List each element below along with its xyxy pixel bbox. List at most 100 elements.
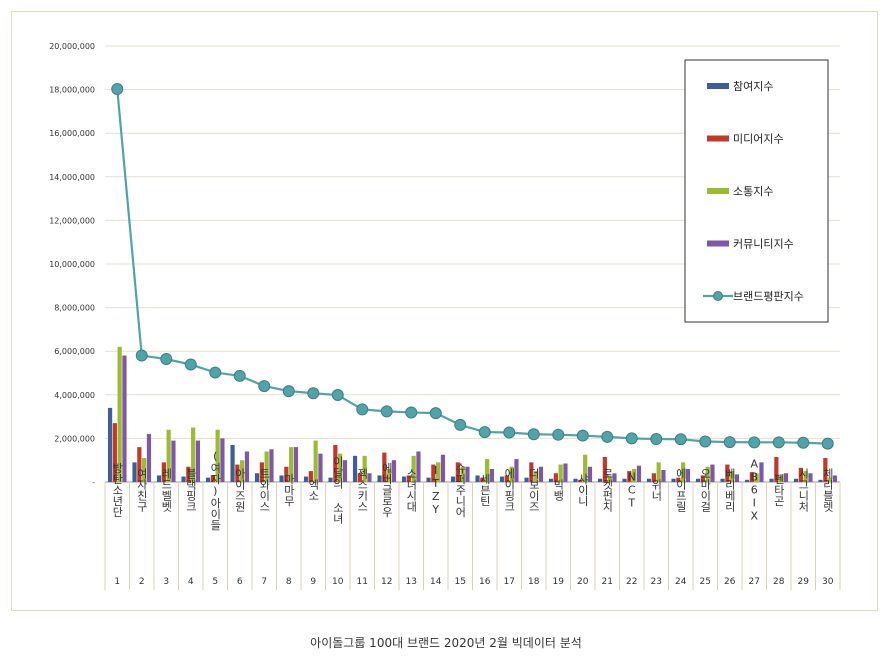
bar <box>318 453 323 482</box>
bar <box>254 473 260 482</box>
x-category-label: 소녀시대 <box>405 468 418 512</box>
x-rank-label: 18 <box>528 577 540 587</box>
x-rank-label: 24 <box>675 577 687 587</box>
x-rank-label: 29 <box>798 577 810 587</box>
line-point <box>160 353 173 366</box>
bar <box>710 464 715 482</box>
line-point <box>772 436 785 449</box>
x-category-label: 체리블렛 <box>821 468 834 512</box>
bar <box>597 478 603 482</box>
x-category-label: (여자)아이들 <box>209 450 222 531</box>
line-point <box>331 389 344 402</box>
x-category-label: 에이프릴 <box>674 468 687 512</box>
bar <box>627 471 632 482</box>
bar <box>534 471 539 482</box>
line-point <box>282 385 295 398</box>
bar <box>455 462 460 482</box>
x-rank-label: 6 <box>237 577 243 587</box>
bar <box>504 475 509 482</box>
bar <box>210 475 215 482</box>
x-category-label: 에이핑크 <box>503 468 516 512</box>
bar <box>220 438 225 482</box>
bar <box>279 475 284 482</box>
bar <box>573 478 578 482</box>
line-point <box>748 436 761 449</box>
x-category-label: 로켓펀치 <box>601 468 614 512</box>
x-rank-label: 22 <box>626 577 637 587</box>
line-point <box>478 426 491 439</box>
bar <box>308 471 313 482</box>
line-point <box>233 369 246 382</box>
bar <box>107 407 113 482</box>
bar <box>583 454 588 482</box>
bar <box>480 477 485 482</box>
bar <box>357 473 362 482</box>
bar <box>700 475 705 482</box>
bar <box>215 429 220 482</box>
x-rank-label: 12 <box>381 577 392 587</box>
bar <box>475 475 480 482</box>
bar <box>548 478 554 482</box>
bar <box>651 473 656 482</box>
bar <box>264 451 269 482</box>
bar <box>774 456 779 482</box>
x-category-label: 시그니처 <box>797 468 810 512</box>
bar <box>166 429 171 482</box>
line-point <box>674 433 687 446</box>
x-rank-label: 8 <box>286 577 292 587</box>
bar <box>499 476 505 482</box>
line-point <box>405 406 418 419</box>
y-tick-label: 10,000,000 <box>49 260 95 269</box>
line-point <box>723 436 736 449</box>
y-tick-label: 20,000,000 <box>49 42 95 51</box>
x-rank-label: 7 <box>261 577 267 587</box>
bar <box>426 477 431 482</box>
bar <box>705 466 710 482</box>
bar <box>387 468 392 482</box>
bar <box>416 451 421 482</box>
bar <box>602 456 607 482</box>
x-category-label: ITZY <box>429 464 442 516</box>
bar <box>681 462 686 482</box>
x-category-label: 이달의 소녀 <box>331 456 344 525</box>
bar <box>391 460 397 482</box>
bar <box>779 475 784 482</box>
bar <box>406 475 411 482</box>
line-point <box>429 407 442 420</box>
bar <box>352 455 358 482</box>
chart-frame: - 2,000,000 4,000,000 6,000,000 8,000,000 10,… <box>11 11 878 611</box>
bar <box>524 477 529 482</box>
y-tick-label: 6,000,000 <box>54 347 95 356</box>
x-rank-label: 26 <box>724 577 736 587</box>
bar <box>489 468 495 482</box>
bar <box>137 447 142 482</box>
bar <box>122 355 127 482</box>
line-point <box>454 418 467 431</box>
bar <box>553 473 558 482</box>
bar <box>244 451 250 482</box>
bar <box>823 458 828 482</box>
bar <box>313 440 318 482</box>
legend-label: 미디어지수 <box>733 133 784 146</box>
x-rank-label: 13 <box>406 577 417 587</box>
x-category-label: 엑소 <box>307 479 320 501</box>
bar <box>436 462 441 482</box>
line-point <box>184 358 197 371</box>
bar <box>117 346 122 482</box>
y-tick-label: 16,000,000 <box>49 129 95 138</box>
legend-swatch <box>707 83 729 89</box>
bar <box>656 462 661 482</box>
x-rank-label: 11 <box>357 577 368 587</box>
line-point <box>797 436 810 449</box>
bar <box>671 478 676 482</box>
x-category-label: 아이즈원 <box>233 468 246 512</box>
bar <box>529 462 534 482</box>
y-tick-label: 2,000,000 <box>54 434 95 443</box>
bar <box>431 464 436 482</box>
line-point <box>111 82 124 95</box>
bar <box>333 444 338 482</box>
x-category-label: 펜타곤 <box>772 473 785 506</box>
bar <box>342 460 348 482</box>
chart-caption: 아이돌그룹 100대 브랜드 2020년 2월 빅데이터 분석 <box>310 636 582 650</box>
bar <box>636 465 642 482</box>
